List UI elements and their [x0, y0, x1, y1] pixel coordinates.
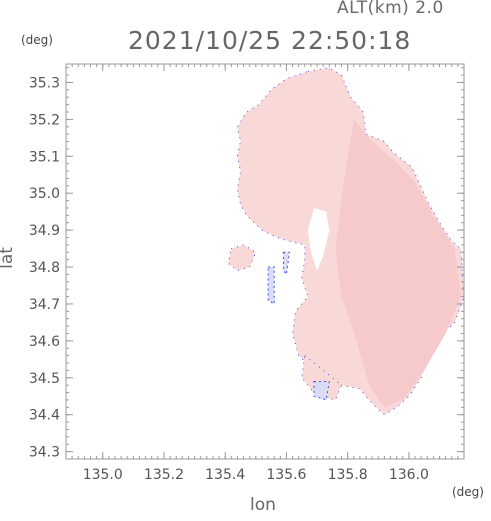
altitude-label: ALT(km) 2.0	[337, 0, 444, 18]
weak-echo-south	[313, 381, 330, 401]
x-tick-label: 135.4	[205, 467, 245, 483]
x-axis-label: lon	[250, 495, 276, 515]
x-tick-label: 135.2	[144, 467, 184, 483]
x-tick-label: 135.0	[83, 467, 123, 483]
x-axis-unit: (deg)	[452, 485, 484, 499]
y-axis-unit: (deg)	[21, 33, 53, 47]
y-tick-label: 34.4	[29, 408, 60, 424]
clear-gap-center	[307, 208, 330, 271]
y-tick-label: 34.5	[29, 371, 60, 387]
x-tick-label: 135.8	[328, 467, 368, 483]
x-tick-label: 135.6	[266, 467, 306, 483]
east-echo-band	[335, 119, 461, 408]
y-tick-label: 35.1	[29, 149, 60, 165]
plot-frame	[65, 63, 465, 460]
southern-echo-lobe	[301, 354, 343, 401]
y-tick-label: 34.9	[29, 223, 60, 239]
y-tick-label: 35.3	[29, 75, 60, 91]
weak-echo-west-a	[267, 266, 275, 305]
weak-echo-west-b	[282, 251, 291, 276]
y-tick-label: 34.6	[29, 334, 60, 350]
y-tick-label: 35.2	[29, 112, 60, 128]
y-tick-label: 34.7	[29, 297, 60, 313]
western-echo-patch	[227, 244, 257, 272]
x-tick-label: 136.0	[389, 467, 429, 483]
y-tick-label: 34.8	[29, 260, 60, 276]
y-tick-label: 35.0	[29, 186, 60, 202]
timestamp: 2021/10/25 22:50:18	[128, 26, 412, 55]
echo-regions	[227, 67, 465, 416]
altitude-label-text: ALT(km)	[337, 0, 410, 18]
altitude-value: 2.0	[415, 0, 444, 18]
y-tick-label: 34.3	[29, 445, 60, 461]
